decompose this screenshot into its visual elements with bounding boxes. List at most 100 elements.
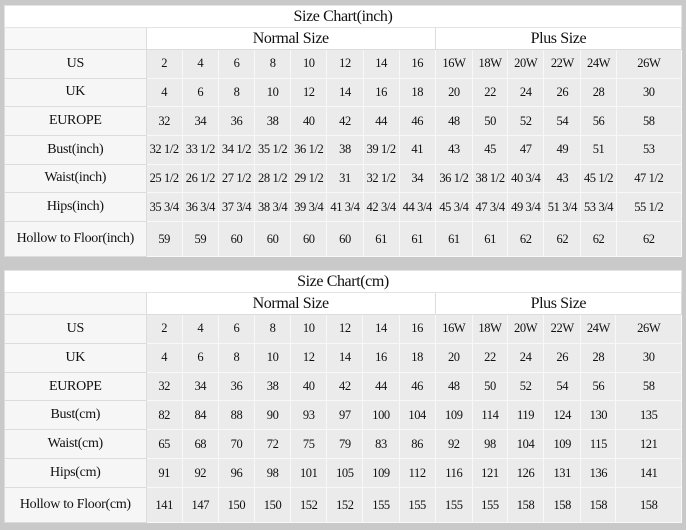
size-table: Size Chart(inch) Normal Size Plus Size US 2 4… <box>4 5 683 257</box>
size-cell: 26 1/2 <box>181 163 219 194</box>
size-cell: 12 <box>290 342 328 373</box>
size-cell: 22 <box>471 342 509 373</box>
size-cell: 155 <box>362 487 400 523</box>
size-cell: 48 <box>434 106 474 136</box>
table-row: Hollow to Floor(cm) 141 147 150 150 152 152 155… <box>4 487 682 523</box>
size-cell: 141 <box>615 458 682 488</box>
size-cell: 38 <box>326 134 364 165</box>
size-cell: 58 <box>615 106 683 136</box>
size-cell: 121 <box>615 429 682 460</box>
size-cell: 10 <box>290 49 328 79</box>
size-cell: 131 <box>543 458 582 488</box>
size-cell: 39 1/2 <box>362 134 400 165</box>
size-cell: 6 <box>217 49 256 79</box>
size-cell: 62 <box>507 221 545 257</box>
size-cell: 68 <box>181 429 219 460</box>
size-cell: 41 <box>398 134 436 165</box>
size-cell: 150 <box>254 487 292 523</box>
size-cell: 115 <box>580 429 617 460</box>
plus-size-header: Plus Size <box>434 27 683 50</box>
size-cell: 44 <box>362 106 400 136</box>
size-cell: 38 <box>254 106 292 136</box>
size-cell: 18W <box>472 49 509 79</box>
normal-size-header: Normal Size <box>145 292 436 315</box>
size-cell: 88 <box>217 400 256 431</box>
size-cell: 40 <box>290 106 328 136</box>
size-cell: 8 <box>254 314 292 344</box>
size-cell: 14 <box>362 314 400 344</box>
title-row: Size Chart(inch) <box>4 5 682 28</box>
size-cell: 90 <box>254 400 292 431</box>
size-cell: 104 <box>507 429 545 460</box>
size-cell: 45 <box>472 134 509 165</box>
size-cell: 97 <box>326 400 364 431</box>
size-cell: 4 <box>181 49 219 79</box>
size-cell: 37 3/4 <box>217 192 256 222</box>
size-cell: 121 <box>471 458 509 488</box>
size-cell: 35 1/2 <box>254 134 292 165</box>
size-cell: 42 <box>326 106 364 136</box>
size-chart-cm: Size Chart(cm) Normal Size Plus Size US 2 4 6 8… <box>4 270 683 523</box>
size-cell: 16W <box>434 314 473 344</box>
size-cell: 155 <box>398 487 436 523</box>
size-cell: 16 <box>398 49 436 79</box>
size-cell: 53 3/4 <box>580 192 617 222</box>
size-cell: 72 <box>254 429 292 460</box>
size-cell: 16 <box>362 342 400 373</box>
size-cell: 51 3/4 <box>543 192 582 222</box>
size-cell: 82 <box>145 400 183 431</box>
row-label: US <box>4 314 147 344</box>
size-cell: 33 1/2 <box>181 134 219 165</box>
size-cell: 62 <box>543 221 582 257</box>
size-cell: 42 <box>326 371 364 402</box>
table-row: Bust(inch) 32 1/2 33 1/2 34 1/2 35 1/2 36 1/2… <box>4 134 683 165</box>
size-cell: 34 <box>398 163 436 194</box>
size-cell: 10 <box>254 77 292 108</box>
size-cell: 53 <box>615 134 683 165</box>
size-cell: 100 <box>362 400 400 431</box>
size-cell: 52 <box>507 371 545 402</box>
size-cell: 25 1/2 <box>145 163 183 194</box>
row-label: Hips(inch) <box>4 192 147 222</box>
size-cell: 126 <box>507 458 545 488</box>
size-cell: 32 1/2 <box>145 134 183 165</box>
table-row: Hips(inch) 35 3/4 36 3/4 37 3/4 38 3/4 39 3/4… <box>4 192 683 222</box>
size-cell: 50 <box>471 371 509 402</box>
size-cell: 51 <box>580 134 617 165</box>
size-cell: 29 1/2 <box>290 163 328 194</box>
section-header-row: Normal Size Plus Size <box>4 292 683 315</box>
size-cell: 50 <box>472 106 509 136</box>
title-row: Size Chart(cm) <box>4 270 682 293</box>
size-cell: 26W <box>615 314 682 344</box>
size-cell: 42 3/4 <box>362 192 400 222</box>
size-cell: 84 <box>181 400 219 431</box>
size-cell: 60 <box>217 221 256 257</box>
size-cell: 2 <box>145 314 183 344</box>
table-row: US 2 4 6 8 10 12 14 16 16W 18W 20W 22W 24W 26W <box>4 314 682 344</box>
size-cell: 114 <box>471 400 509 431</box>
size-cell: 4 <box>181 314 219 344</box>
size-cell: 60 <box>326 221 364 257</box>
size-cell: 36 3/4 <box>181 192 219 222</box>
size-cell: 28 <box>580 77 617 108</box>
size-cell: 112 <box>398 458 436 488</box>
row-label: Waist(inch) <box>4 163 147 194</box>
empty-corner-cell <box>4 27 147 50</box>
size-cell: 104 <box>398 400 436 431</box>
size-cell: 98 <box>471 429 509 460</box>
size-cell: 34 <box>181 106 219 136</box>
size-cell: 79 <box>326 429 364 460</box>
size-cell: 60 <box>290 221 328 257</box>
size-cell: 141 <box>145 487 183 523</box>
size-cell: 155 <box>471 487 509 523</box>
row-label: Waist(cm) <box>4 429 147 460</box>
table-row: Waist(cm) 65 68 70 72 75 79 83 86 92 98 104 109 115 12… <box>4 429 682 460</box>
size-cell: 136 <box>580 458 617 488</box>
chart-title: Size Chart(inch) <box>4 5 682 28</box>
table-row: Hips(cm) 91 92 96 98 101 105 109 112 116 121 126 131… <box>4 458 682 488</box>
size-cell: 22 <box>472 77 509 108</box>
size-cell: 158 <box>507 487 545 523</box>
size-cell: 34 1/2 <box>217 134 256 165</box>
size-cell: 31 <box>326 163 364 194</box>
size-cell: 20W <box>507 49 545 79</box>
